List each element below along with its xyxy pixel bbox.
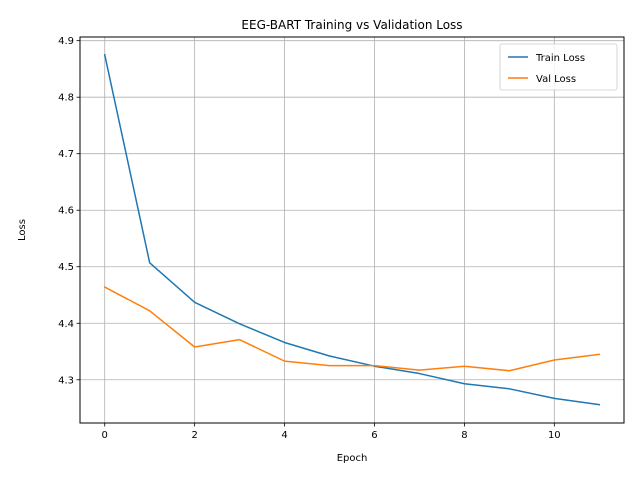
series-lines	[103, 53, 601, 406]
legend-label: Train Loss	[535, 53, 585, 64]
x-tick-label: 8	[461, 430, 467, 441]
y-axis-title: Loss	[17, 219, 28, 241]
axis-ticks: 0 2 4 6 8 10 4.3 4.4 4.5 4.6 4.7 4.8 4.9	[58, 36, 561, 441]
x-tick-label: 4	[281, 430, 287, 441]
legend: Train Loss Val Loss	[499, 43, 618, 91]
legend-box	[499, 43, 618, 91]
x-tick-label: 6	[371, 430, 377, 441]
y-tick-label: 4.3	[58, 375, 74, 386]
chart-title: EEG-BART Training vs Validation Loss	[241, 18, 462, 32]
x-tick-label: 0	[102, 430, 108, 441]
grid	[80, 37, 624, 423]
series-line-val-loss	[103, 286, 601, 372]
y-tick-label: 4.4	[58, 319, 74, 330]
x-tick-label: 2	[191, 430, 197, 441]
x-axis-title: Epoch	[337, 453, 368, 464]
y-tick-label: 4.7	[58, 149, 74, 160]
y-tick-label: 4.9	[58, 36, 74, 47]
plot-frame	[79, 36, 625, 424]
x-tick-label: 10	[548, 430, 561, 441]
y-tick-label: 4.5	[58, 262, 74, 273]
y-tick-label: 4.6	[58, 206, 74, 217]
legend-label: Val Loss	[536, 74, 576, 85]
series-line-train-loss	[103, 53, 601, 406]
y-tick-label: 4.8	[58, 93, 74, 104]
